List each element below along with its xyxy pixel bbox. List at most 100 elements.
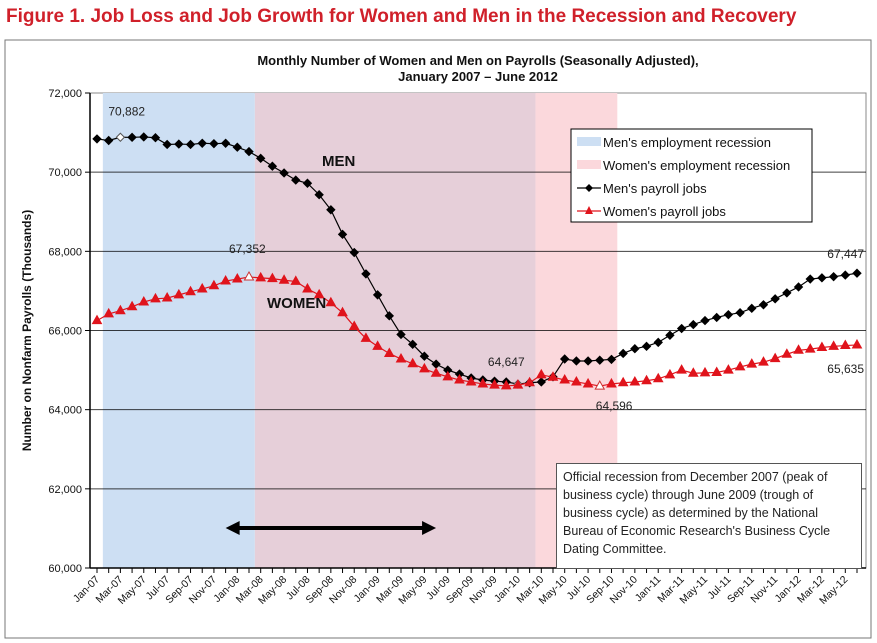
data-point: [524, 376, 535, 387]
y-tick-label: 64,000: [48, 405, 82, 417]
data-point: [396, 329, 406, 340]
data-point: [571, 356, 582, 366]
data-point: [231, 273, 243, 283]
data-point: [535, 368, 547, 379]
data-point: [770, 294, 780, 304]
data-point: [828, 340, 839, 350]
data-point: [595, 355, 605, 365]
data-point: [243, 270, 255, 281]
data-point: [267, 272, 278, 283]
data-point: [395, 352, 407, 363]
data-point: [477, 377, 489, 388]
data-point: [828, 271, 839, 282]
data-point: [267, 161, 278, 171]
data-point: [723, 364, 734, 374]
data-point: [536, 377, 547, 387]
data-point: [793, 282, 804, 292]
data-point: [278, 274, 290, 284]
data-point: [419, 351, 430, 361]
data-point: [337, 306, 348, 317]
data-point: [594, 380, 606, 390]
y-tick-label: 72,000: [48, 88, 82, 100]
legend-swatch: [577, 137, 601, 146]
data-point: [606, 354, 617, 365]
legend-marker: [585, 206, 593, 214]
data-point: [571, 375, 582, 386]
data-point: [747, 303, 757, 314]
legend-swatch: [577, 160, 601, 169]
data-point: [805, 274, 815, 284]
data-point: [255, 153, 266, 164]
data-point: [816, 341, 828, 352]
chart-frame: [4, 39, 872, 639]
data-point: [115, 132, 126, 142]
data-point: [372, 340, 383, 350]
data-point: [325, 296, 337, 307]
data-point: [734, 360, 746, 371]
data-point: [839, 339, 851, 350]
data-point: [793, 344, 804, 354]
data-point: [559, 354, 570, 364]
y-tick-label: 70,000: [48, 167, 82, 179]
data-point: [150, 292, 161, 303]
figure-title: Figure 1. Job Loss and Job Growth for Wo…: [6, 6, 797, 27]
data-point: [360, 332, 372, 342]
data-point: [232, 142, 243, 152]
data-point: [665, 330, 675, 340]
legend-entry: Men's employment recession: [603, 135, 771, 150]
data-point: [279, 168, 289, 178]
series-label-men: MEN: [322, 153, 355, 170]
data-point: [430, 367, 442, 377]
y-tick-label: 68,000: [48, 246, 82, 258]
data-point: [349, 247, 359, 258]
data-point: [326, 205, 336, 215]
data-point: [559, 373, 571, 384]
data-point: [746, 358, 758, 368]
data-point: [582, 377, 594, 388]
data-point: [103, 135, 114, 146]
data-point: [781, 348, 793, 358]
legend-entry: Women's payroll jobs: [603, 204, 726, 219]
value-label: 67,352: [229, 242, 266, 256]
data-point: [711, 312, 722, 323]
data-point: [290, 275, 302, 285]
data-point: [348, 320, 360, 331]
arrowhead-right: [422, 521, 437, 535]
data-point: [372, 290, 383, 300]
data-point: [512, 379, 524, 389]
y-tick-label: 66,000: [48, 326, 82, 338]
y-tick-label: 60,000: [48, 563, 82, 575]
data-point: [173, 288, 185, 299]
chart-title-line-1: Monthly Number of Women and Men on Payro…: [257, 53, 698, 68]
data-point: [126, 300, 138, 311]
data-point: [302, 178, 313, 188]
data-point: [115, 304, 126, 315]
recession-note: Official recession from December 2007 (p…: [556, 463, 862, 569]
data-point: [699, 366, 711, 377]
data-point: [150, 133, 161, 143]
value-label: 67,447: [827, 247, 864, 261]
value-label: 64,647: [488, 355, 525, 369]
data-point: [185, 285, 196, 296]
data-point: [840, 270, 851, 280]
data-point: [500, 379, 512, 390]
data-point: [583, 356, 593, 366]
data-point: [302, 282, 313, 293]
series-label-women: WOMEN: [267, 295, 326, 312]
data-point: [617, 376, 629, 387]
data-point: [313, 288, 325, 299]
data-point: [676, 364, 687, 374]
data-point: [407, 339, 418, 350]
data-point: [700, 315, 710, 326]
data-point: [407, 357, 419, 368]
data-point: [629, 375, 641, 386]
data-point: [139, 132, 149, 142]
data-point: [91, 314, 103, 325]
data-point: [383, 347, 395, 357]
value-label: 70,882: [108, 104, 145, 118]
data-point: [723, 309, 734, 320]
data-point: [618, 348, 628, 359]
data-point: [197, 138, 207, 148]
data-point: [208, 279, 220, 290]
